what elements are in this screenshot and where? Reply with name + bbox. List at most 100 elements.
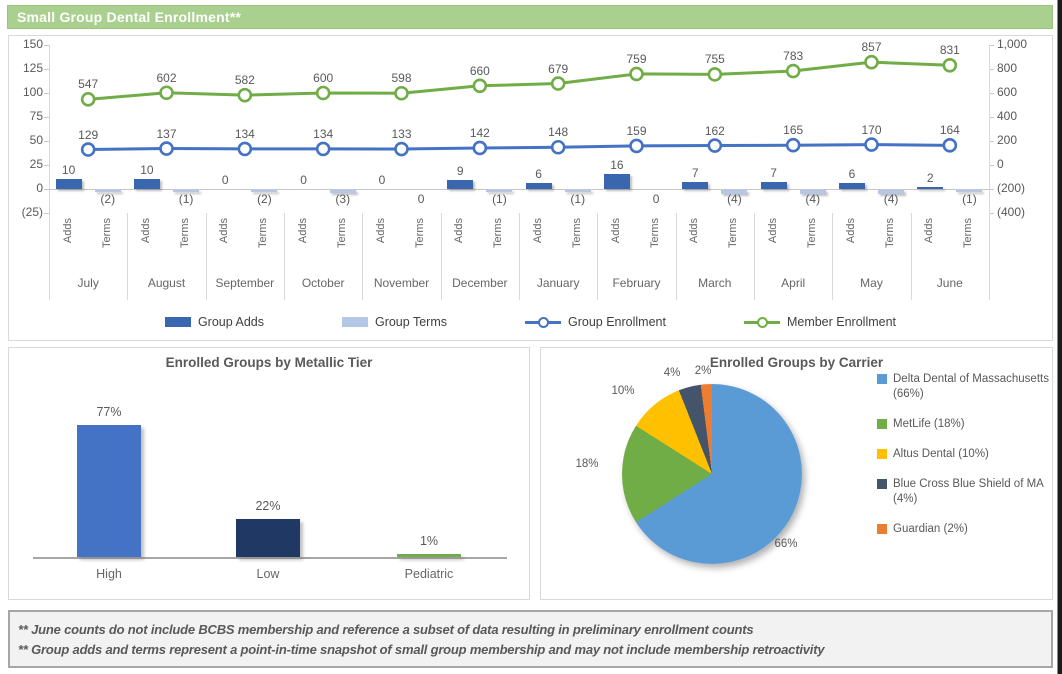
window-edge (1057, 0, 1062, 674)
group-adds-bar (447, 180, 474, 189)
group-terms-bar (486, 190, 513, 192)
enrollment-lines (80, 54, 958, 157)
right-axis-tick-label: (200) (997, 181, 1026, 195)
bar-value-label: (1) (178, 192, 194, 206)
bar-value-label: 2 (926, 171, 934, 185)
month-label: January (536, 276, 580, 290)
right-axis-tick-label: (400) (997, 205, 1026, 219)
bar-value-label: 0 (652, 192, 660, 206)
month-label: May (860, 276, 883, 290)
group-terms-bar (956, 190, 983, 192)
line-marker (159, 141, 174, 156)
line-value-label: 134 (234, 126, 255, 141)
legend-label: Group Terms (374, 315, 447, 329)
pie-legend-swatch (877, 418, 887, 429)
left-axis-tick-label: 150 (22, 37, 43, 51)
line-marker (394, 141, 409, 157)
group-enrollment-line (88, 143, 950, 152)
zero-gridline (49, 189, 989, 190)
pie-legend-label: MetLife (18%) (893, 417, 965, 430)
pie-legend-label: Guardian (2%) (893, 522, 968, 535)
legend-bar-swatch (164, 317, 191, 327)
left-axis-tick-mark (44, 69, 49, 70)
right-axis-tick-mark (989, 189, 994, 190)
bar-value-label: 10 (140, 163, 154, 177)
line-value-label: 133 (391, 127, 412, 142)
left-axis-tick-label: (25) (21, 205, 43, 219)
month-separator (675, 213, 677, 300)
bar-value-label: (4) (727, 192, 742, 206)
line-value-label: 137 (156, 126, 177, 141)
legend-line-swatch (743, 316, 780, 328)
month-label: March (698, 276, 732, 290)
right-axis-tick-label: 600 (997, 85, 1018, 99)
enrollment-trend-chart[interactable]: 150 125 100 75 50 25 0 (25) 1,000 800 600 400 200 0 (2… (8, 35, 1053, 341)
month-separator (989, 213, 990, 300)
line-value-label: 755 (704, 52, 725, 67)
pie-legend: Delta Dental of Massachusetts (66%) MetLi… (877, 372, 1049, 552)
line-value-label: 129 (78, 127, 99, 142)
line-value-label: 600 (313, 71, 334, 85)
pie-legend-label: Blue Cross Blue Shield of MA (4%) (893, 477, 1044, 505)
left-axis-tick-mark (44, 117, 49, 118)
line-marker (315, 141, 331, 157)
right-axis-tick-mark (989, 141, 994, 142)
line-value-label: 831 (939, 43, 960, 58)
month-label: August (147, 276, 186, 290)
carrier-pie-chart[interactable]: Enrolled Groups by Carrier 66% 18% 10% 4% 2%… (540, 347, 1053, 600)
bar-value-label: 7 (770, 166, 777, 180)
line-value-label: 679 (548, 61, 569, 76)
left-axis-tick-label: 50 (29, 133, 43, 147)
bar-value-label: (1) (570, 192, 586, 206)
chart-legend: Group Adds Group Terms Group Enrollment Mem… (9, 315, 1052, 329)
pie-slice-label: 18% (575, 458, 599, 470)
right-axis-tick-label: 200 (997, 133, 1018, 147)
group-terms-bar (173, 190, 200, 192)
left-axis-tick-mark (44, 45, 49, 46)
group-terms-bar (878, 190, 905, 194)
month-separator (597, 213, 599, 300)
tier-category-label: Low (256, 567, 280, 581)
pie-legend-swatch (877, 374, 887, 384)
left-axis-tick-mark (44, 141, 49, 142)
line-marker (80, 92, 96, 107)
tier-bar (236, 519, 300, 557)
line-marker (785, 63, 801, 79)
pie-legend-label: Delta Dental of Massachusetts (66%) (893, 373, 1049, 400)
group-terms-bar (94, 190, 121, 192)
bar-value-label: 0 (417, 192, 425, 206)
pie-slice-label: 4% (663, 367, 681, 379)
right-axis-tick-label: 1,000 (997, 37, 1028, 51)
month-separator (127, 213, 129, 300)
metallic-tier-chart[interactable]: Enrolled Groups by Metallic Tier 77% High… (8, 347, 530, 600)
line-value-label: 134 (313, 126, 334, 141)
month-label: September (215, 276, 275, 290)
bar-value-label: 16 (610, 158, 624, 172)
group-adds-bar (603, 174, 630, 189)
legend-bar-swatch (341, 317, 368, 327)
month-separator (205, 213, 207, 300)
pie-legend-item: Altus Dental (10%) (877, 447, 1049, 462)
bar-value-label: 0 (221, 173, 229, 187)
month-separator (284, 213, 285, 300)
right-axis-tick-mark (989, 45, 994, 46)
month-label: November (373, 276, 430, 290)
bar-value-label: 10 (61, 163, 76, 177)
pie-legend-label: Altus Dental (10%) (893, 447, 989, 460)
legend-item: Group Terms (341, 315, 447, 329)
left-axis-tick-label: 25 (29, 157, 43, 171)
bar-value-label: 6 (535, 167, 542, 181)
line-marker (237, 87, 253, 103)
right-axis-tick-label: 400 (997, 109, 1018, 123)
left-axis-line (49, 45, 50, 213)
pie-slice-label: 66% (774, 538, 798, 550)
carrier-pie (622, 384, 802, 564)
line-value-label: 142 (469, 125, 490, 140)
legend-label: Group Adds (197, 315, 264, 329)
bar-value-label: (2) (100, 192, 116, 206)
month-separator (832, 213, 834, 300)
line-marker (472, 78, 488, 94)
pie-legend-item: MetLife (18%) (877, 417, 1049, 432)
line-marker (942, 57, 958, 73)
tier-value-label: 22% (255, 499, 281, 513)
